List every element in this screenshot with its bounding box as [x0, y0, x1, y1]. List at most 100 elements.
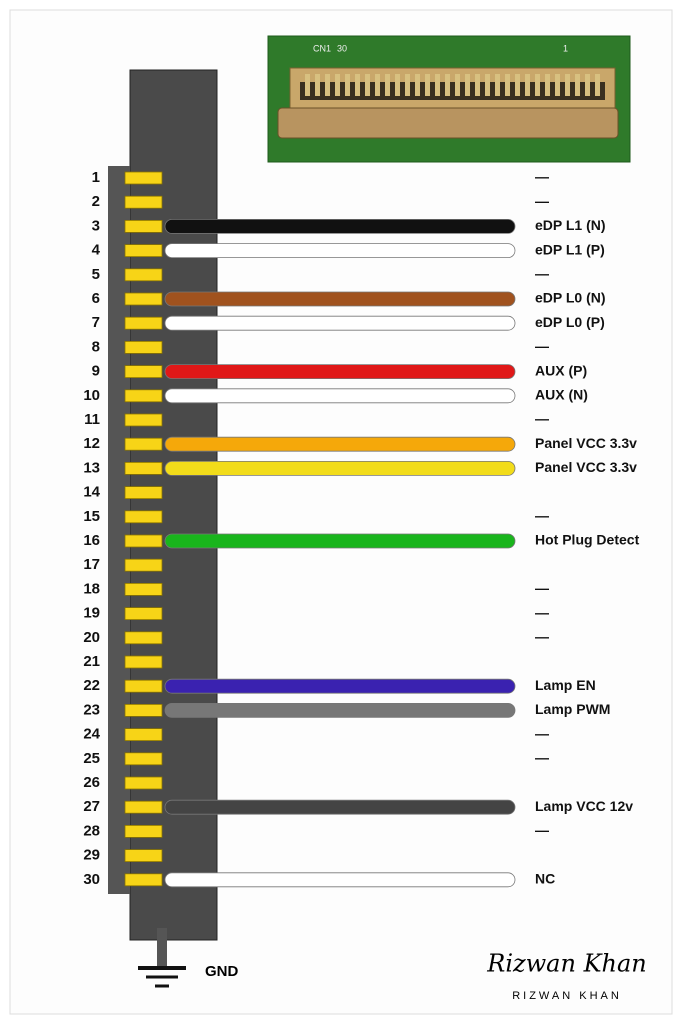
- pin-number: 10: [83, 387, 100, 404]
- pcb-pin: [345, 74, 350, 96]
- wire: [164, 364, 516, 380]
- pin-number: 9: [92, 363, 100, 380]
- pin-label: —: [535, 169, 549, 185]
- pcb-pin: [585, 74, 590, 96]
- pcb-pin: [445, 74, 450, 96]
- pin-pad: [124, 558, 163, 572]
- pcb-pin: [375, 74, 380, 96]
- pin-pad: [124, 704, 163, 717]
- pin-label: —: [535, 580, 549, 596]
- pin-label: —: [535, 266, 549, 282]
- pin-number: 2: [92, 193, 100, 210]
- pcb-pin: [475, 74, 480, 96]
- pin-label: Panel VCC 3.3v: [535, 459, 637, 475]
- pin-label: —: [535, 725, 549, 741]
- wire: [164, 872, 516, 888]
- pin-number: 19: [83, 605, 100, 622]
- pin-number: 30: [83, 871, 100, 888]
- pin-label: —: [535, 411, 549, 427]
- connector-latch: [277, 107, 619, 139]
- pin-number: 20: [83, 629, 100, 646]
- pin-number: 22: [83, 677, 100, 694]
- pin-pad: [124, 171, 163, 185]
- signature-script: Rizwan Khan: [486, 950, 646, 978]
- pin-pad: [124, 195, 163, 209]
- pin-label: Lamp VCC 12v: [535, 798, 633, 814]
- pcb-pin: [565, 74, 570, 96]
- pcb-pin: [425, 74, 430, 96]
- pcb-pin: [525, 74, 530, 96]
- wire: [164, 436, 516, 452]
- pin-label: —: [535, 508, 549, 524]
- pin-label: AUX (N): [535, 387, 588, 403]
- pin-number: 18: [83, 580, 100, 597]
- pin-label: eDP L1 (P): [535, 241, 605, 257]
- wire: [164, 218, 516, 234]
- pin-number: 15: [83, 508, 100, 525]
- pin-number: 5: [92, 266, 100, 283]
- pin-pad: [124, 219, 163, 233]
- pin-pad: [124, 583, 163, 596]
- wire: [164, 799, 516, 815]
- pin-number: 4: [92, 242, 101, 259]
- pin-pad: [124, 316, 163, 330]
- pcb-pin: [515, 74, 520, 96]
- pcb-pin: [495, 74, 500, 96]
- pcb-pin: [405, 74, 410, 96]
- pin-number: 28: [83, 822, 100, 839]
- wire: [164, 388, 516, 404]
- pin-number: 7: [92, 314, 100, 331]
- pin-pad: [124, 776, 163, 790]
- pin-number: 14: [83, 484, 100, 501]
- pin-number: 26: [83, 774, 100, 791]
- pin-label: —: [535, 338, 549, 354]
- wire: [164, 243, 516, 259]
- pin-label: NC: [535, 871, 555, 887]
- pin-pad: [124, 413, 163, 427]
- pin-pad: [124, 461, 163, 475]
- pcb-pin: [545, 74, 550, 96]
- pin-number: 12: [83, 435, 100, 452]
- pin-rows: 1 — 2 — 3 eDP L1 (N) 4 eDP L1 (P) 5 — 6 eDP L0 (N) 7…: [83, 169, 639, 888]
- pcb-pin: [435, 74, 440, 96]
- pcb-pin: [335, 74, 340, 96]
- signature-caps: RIZWAN KHAN: [512, 990, 622, 1002]
- pin-label: —: [535, 193, 549, 209]
- pcb-pin-label: 30: [337, 43, 347, 53]
- pin-label: Lamp PWM: [535, 701, 610, 717]
- pcb-pin: [465, 74, 470, 96]
- pcb-pin: [355, 74, 360, 96]
- pcb-pin: [365, 74, 370, 96]
- pin-label: Lamp EN: [535, 677, 596, 693]
- pcb-pin-label: 1: [563, 43, 568, 53]
- pin-pad: [124, 873, 163, 887]
- pin-number: 13: [83, 459, 100, 476]
- wire: [164, 315, 516, 331]
- pin-pad: [124, 631, 163, 645]
- pin-pad: [124, 292, 163, 306]
- pin-label: eDP L0 (N): [535, 290, 606, 306]
- pin-pad: [124, 534, 163, 548]
- pin-pad: [124, 365, 163, 379]
- pin-pad: [124, 752, 163, 766]
- pcb-pin: [535, 74, 540, 96]
- wire: [164, 533, 516, 549]
- pcb-pin: [325, 74, 330, 96]
- pcb-pin: [315, 74, 320, 96]
- pin-pad: [124, 437, 163, 451]
- pin-number: 27: [83, 798, 100, 815]
- pin-number: 17: [83, 556, 100, 573]
- pcb-pin: [305, 74, 310, 96]
- pin-label: eDP L0 (P): [535, 314, 605, 330]
- ground-stub: [157, 928, 167, 966]
- pin-label: Panel VCC 3.3v: [535, 435, 637, 451]
- pin-number: 1: [92, 169, 100, 186]
- pin-number: 21: [83, 653, 100, 670]
- pcb-ref: CN1: [313, 43, 331, 53]
- pin-pad: [124, 655, 163, 669]
- pcb-pin: [555, 74, 560, 96]
- pcb-pin: [505, 74, 510, 96]
- pin-label: —: [535, 629, 549, 645]
